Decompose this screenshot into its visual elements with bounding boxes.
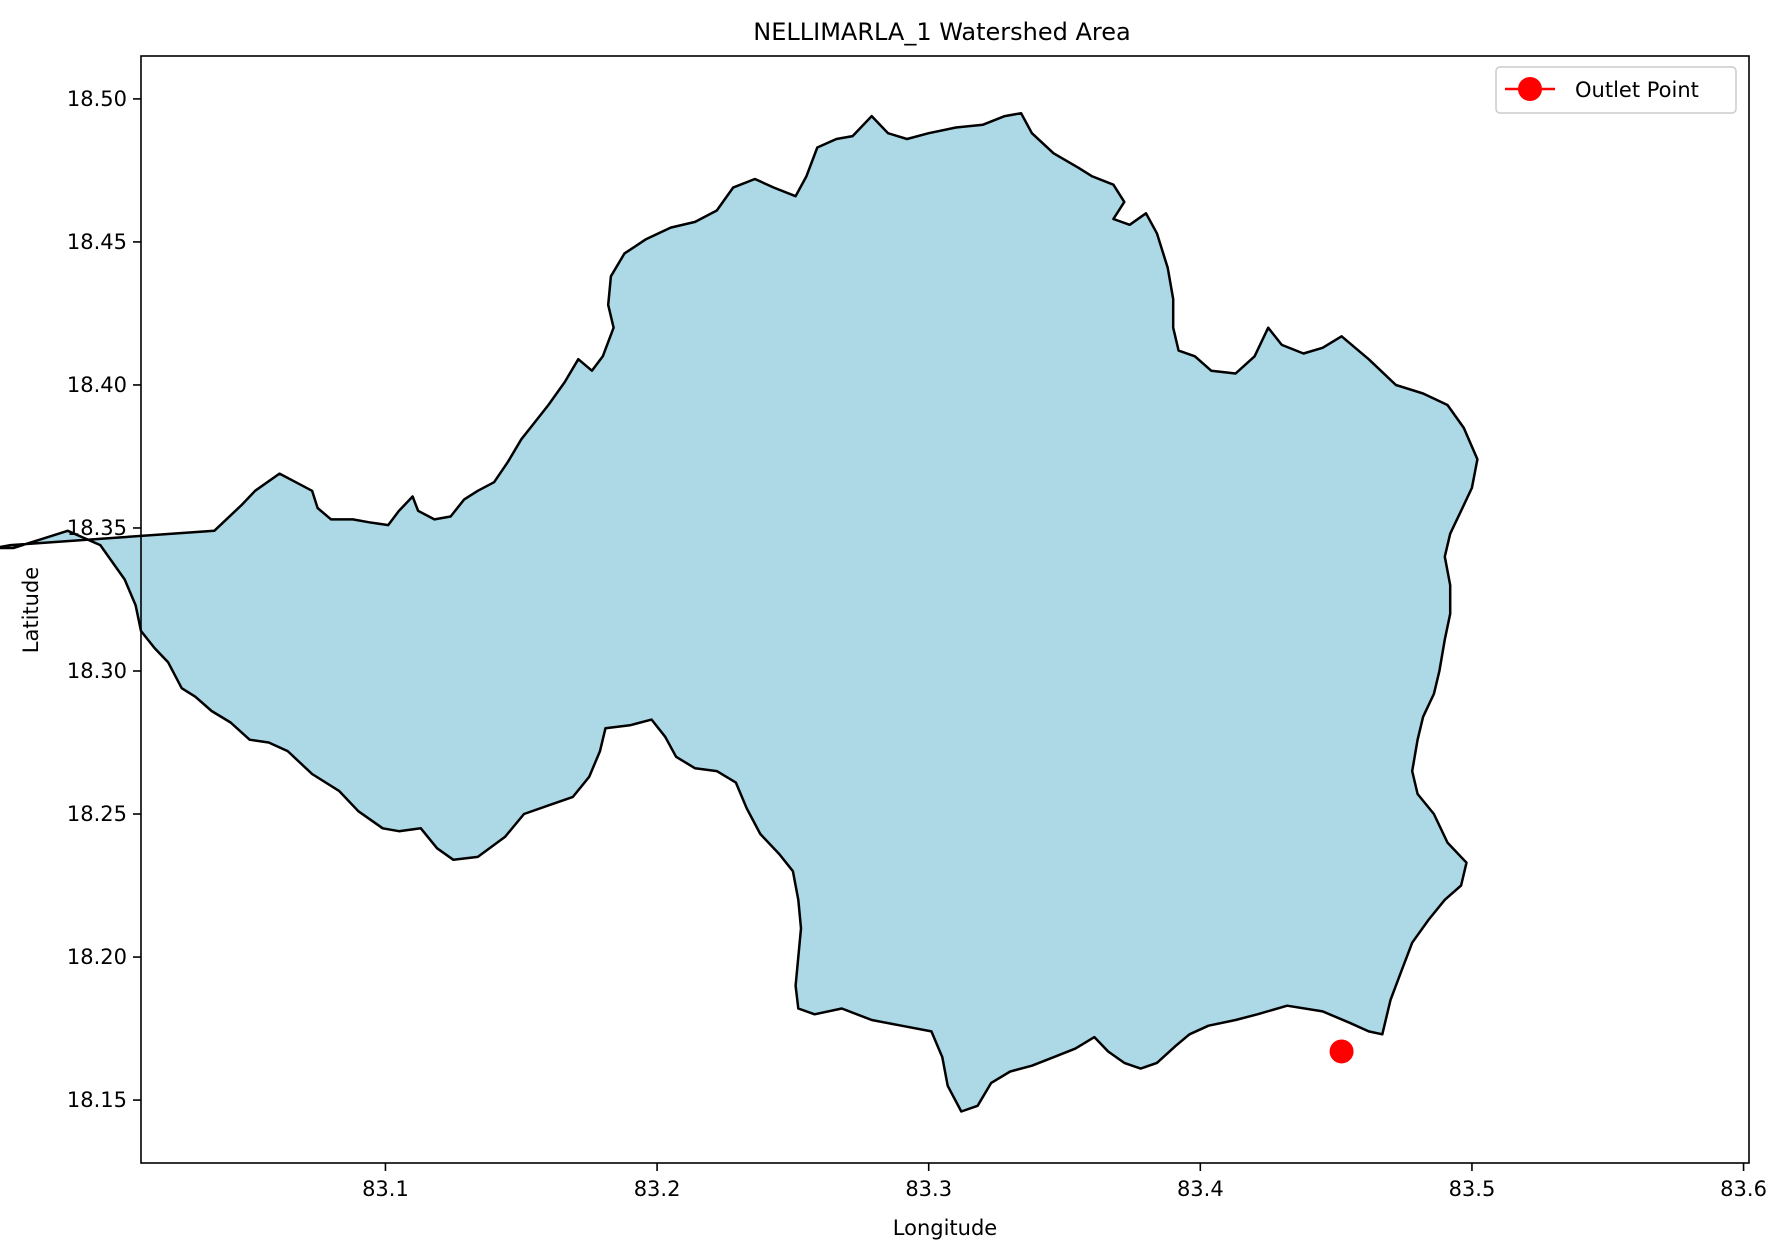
y-tick-label: 18.45	[67, 230, 127, 254]
y-tick-label: 18.15	[67, 1088, 127, 1112]
legend-marker	[1518, 77, 1542, 101]
x-axis-label: Longitude	[893, 1216, 997, 1240]
chart-title: NELLIMARLA_1 Watershed Area	[753, 18, 1131, 46]
legend-label: Outlet Point	[1575, 78, 1699, 102]
y-tick-label: 18.50	[67, 87, 127, 111]
watershed-polygon	[0, 111, 1479, 1113]
y-tick-label: 18.20	[67, 945, 127, 969]
x-tick-label: 83.5	[1449, 1177, 1496, 1201]
y-tick-label: 18.30	[67, 659, 127, 683]
x-tick-label: 83.3	[905, 1177, 952, 1201]
x-axis-ticks: 83.1 83.2 83.3 83.4 83.5 83.6	[362, 1163, 1767, 1201]
y-axis-label: Latitude	[19, 567, 43, 653]
y-tick-label: 18.25	[67, 802, 127, 826]
axes-frame	[140, 55, 1750, 1164]
x-tick-label: 83.4	[1177, 1177, 1224, 1201]
legend-box	[1495, 66, 1737, 114]
x-tick-label: 83.2	[634, 1177, 681, 1201]
x-tick-label: 83.6	[1720, 1177, 1767, 1201]
y-axis-ticks: 18.15 18.20 18.25 18.30 18.35 18.40 18.45 18.50	[67, 87, 141, 1112]
y-tick-label: 18.40	[67, 373, 127, 397]
plot-area	[0, 111, 1479, 1113]
y-tick-label: 18.35	[67, 516, 127, 540]
x-tick-label: 83.1	[362, 1177, 409, 1201]
legend: Outlet Point	[1495, 66, 1737, 114]
outlet-point-marker	[1329, 1039, 1354, 1064]
